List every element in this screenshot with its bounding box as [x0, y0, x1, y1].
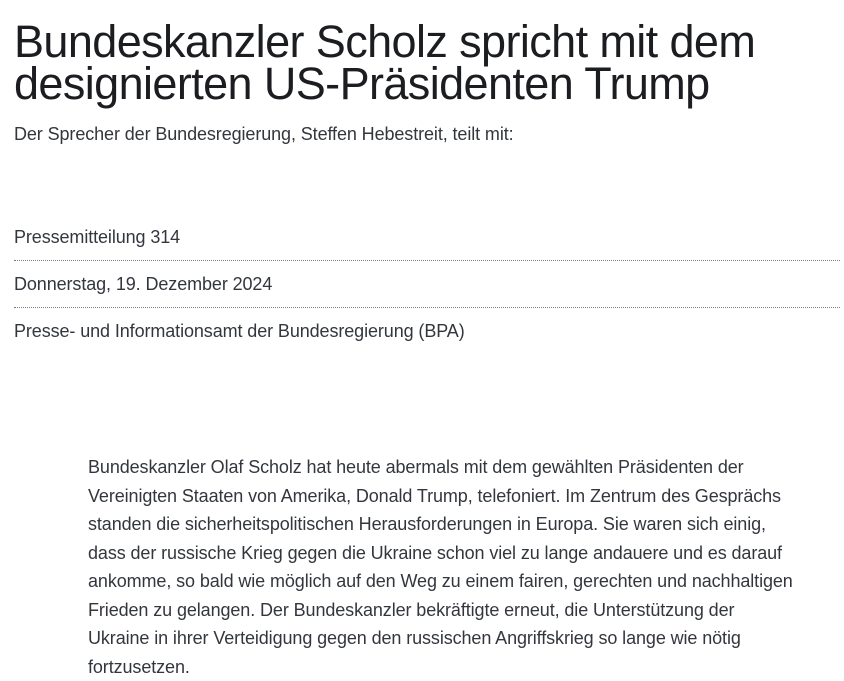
article-subtitle: Der Sprecher der Bundesregierung, Steffe…	[14, 124, 514, 144]
article-paragraph: Bundeskanzler Olaf Scholz hat heute aber…	[88, 457, 793, 677]
meta-item-release-number: Pressemitteilung 314	[14, 227, 181, 247]
article-meta-list: Pressemitteilung 314 Donnerstag, 19. Dez…	[14, 214, 840, 354]
meta-item-issuer: Presse- und Informationsamt der Bundesre…	[14, 307, 840, 354]
article-body: Bundeskanzler Olaf Scholz hat heute aber…	[88, 453, 794, 681]
meta-item-date: Donnerstag, 19. Dezember 2024	[14, 260, 840, 307]
press-release-article: Bundeskanzler Scholz spricht mit dem des…	[14, 16, 840, 681]
page-title: Bundeskanzler Scholz spricht mit dem des…	[14, 16, 756, 109]
press-release-page: Bundeskanzler Scholz spricht mit dem des…	[0, 16, 844, 681]
